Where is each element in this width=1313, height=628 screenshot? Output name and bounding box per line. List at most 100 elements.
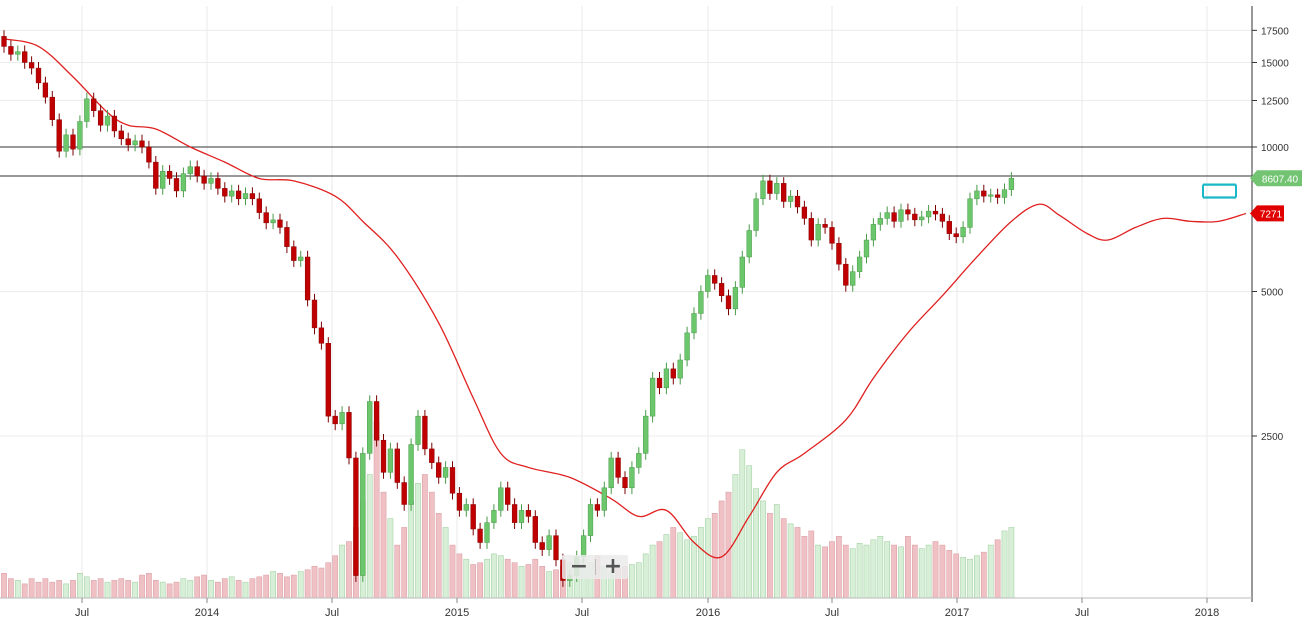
- volume-bar: [1001, 530, 1008, 599]
- candle: [166, 165, 173, 185]
- volume-bar: [698, 527, 704, 599]
- candle: [663, 362, 670, 395]
- candle-body: [643, 415, 649, 454]
- candle-body: [877, 218, 883, 225]
- volume-bar: [387, 518, 394, 599]
- volume-bar: [911, 544, 918, 599]
- candle-body: [767, 180, 773, 194]
- candle-body: [304, 256, 311, 301]
- candle: [360, 447, 366, 582]
- candle-body: [415, 415, 421, 445]
- volume-bar: [194, 576, 201, 599]
- candle-body: [256, 198, 262, 213]
- candle-body: [153, 161, 159, 189]
- candle-body: [946, 221, 952, 234]
- candle-body: [15, 51, 21, 55]
- volume-bar: [166, 583, 173, 599]
- volume-bar: [836, 535, 842, 599]
- candle-body: [132, 140, 138, 146]
- candle-body: [353, 457, 359, 576]
- candle: [477, 522, 483, 549]
- volume-bar: [760, 500, 766, 599]
- volume-bar: [304, 569, 311, 599]
- candle-body: [670, 368, 676, 379]
- volume-bar: [132, 581, 138, 599]
- candle: [870, 218, 877, 247]
- volume-bar: [870, 539, 877, 599]
- candle: [705, 269, 711, 298]
- candle: [601, 481, 607, 517]
- volume-bar: [553, 569, 559, 599]
- candle-body: [925, 210, 932, 218]
- candle: [608, 451, 614, 495]
- volume-bar: [704, 518, 711, 599]
- candle: [912, 207, 918, 227]
- candle-body: [70, 134, 76, 150]
- candle: [739, 250, 745, 294]
- volume-bar: [28, 578, 35, 599]
- zoom-in-button[interactable]: +: [603, 554, 623, 579]
- candle: [173, 172, 180, 198]
- volume-bar: [311, 565, 318, 599]
- volume-bar: [484, 558, 490, 599]
- candle-body: [815, 224, 821, 241]
- candle: [104, 109, 111, 132]
- ma-tag-bg: [1250, 205, 1284, 222]
- volume-bar: [201, 574, 207, 599]
- x-tick-label: 2015: [445, 607, 469, 619]
- candle-body: [663, 368, 670, 389]
- candle-body: [408, 444, 414, 505]
- candle: [850, 265, 856, 292]
- candles: [1, 30, 1015, 587]
- candle-body: [829, 227, 835, 244]
- volume-bar: [946, 550, 953, 599]
- volume-bar: [77, 573, 83, 599]
- volume-bar: [801, 535, 808, 599]
- candle: [408, 438, 414, 511]
- candle: [415, 409, 421, 451]
- volume-bar: [297, 571, 304, 599]
- candle: [615, 451, 621, 484]
- volume-bar: [918, 548, 925, 599]
- candle-body: [760, 180, 766, 200]
- volume-bar: [63, 583, 69, 599]
- candle-body: [42, 82, 49, 98]
- last-price-tag-bg: [1250, 170, 1302, 187]
- candle: [222, 182, 228, 203]
- volume-bar: [463, 558, 470, 599]
- candle-body: [856, 256, 863, 272]
- candle-body: [291, 246, 297, 261]
- candle-body: [629, 467, 635, 489]
- candle-body: [684, 332, 690, 361]
- candle: [118, 124, 124, 146]
- candle: [180, 167, 187, 198]
- candle: [463, 498, 469, 517]
- candle-body: [912, 213, 918, 221]
- horizontal-levels: [0, 146, 1252, 177]
- candle-body: [235, 190, 242, 200]
- candle-body: [146, 146, 152, 163]
- volume-bar: [670, 527, 677, 599]
- candle-body: [953, 233, 959, 238]
- candle: [877, 212, 883, 231]
- zoom-out-button[interactable]: −: [569, 554, 589, 579]
- candle: [49, 91, 55, 127]
- volume-bar: [118, 578, 125, 599]
- candle-body: [118, 130, 124, 140]
- candle-body: [484, 522, 490, 543]
- candle-body: [850, 271, 856, 286]
- volume-bar: [497, 555, 504, 599]
- candle-body: [436, 462, 442, 478]
- volume-bar: [111, 580, 118, 599]
- candle: [794, 189, 801, 214]
- candle: [84, 92, 90, 128]
- candle: [470, 498, 476, 536]
- candle: [808, 212, 814, 247]
- volume-bar: [677, 532, 684, 599]
- candle: [8, 40, 14, 61]
- last-price-label: 8607.40: [1262, 174, 1299, 185]
- candle-body: [298, 256, 304, 261]
- volume-bar: [173, 581, 180, 599]
- candle: [643, 409, 649, 460]
